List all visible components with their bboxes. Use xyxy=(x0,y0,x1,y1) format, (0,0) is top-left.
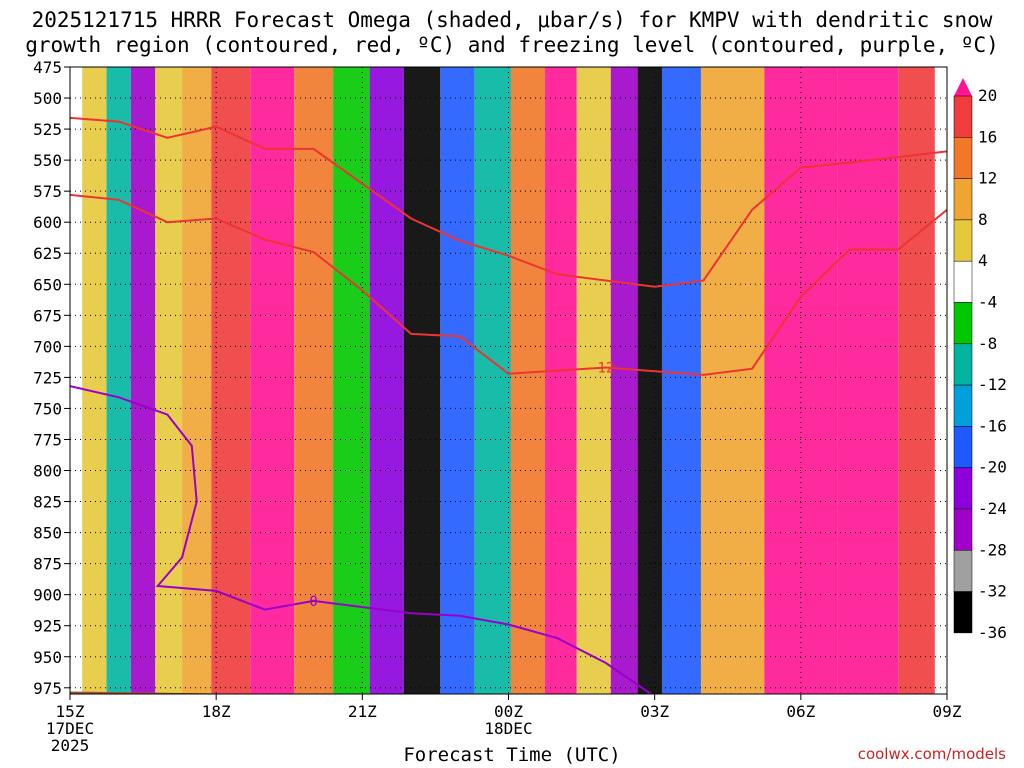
x-tick-label: 06Z xyxy=(786,702,815,721)
omega-column xyxy=(637,67,662,694)
colorbar-label: -8 xyxy=(978,334,997,353)
colorbar-segment xyxy=(953,550,973,592)
colorbar-segment xyxy=(953,260,973,303)
x-tick-label: 15Z xyxy=(56,702,85,721)
y-tick-label: 475 xyxy=(33,58,62,77)
colorbar-label: -4 xyxy=(978,293,997,312)
contour-line xyxy=(70,193,947,376)
colorbar-segment xyxy=(953,426,973,468)
y-tick-label: 600 xyxy=(33,213,62,232)
x-tick-label: 2025 xyxy=(51,736,90,755)
y-tick-label: 525 xyxy=(33,120,62,139)
y-tick-label: 925 xyxy=(33,617,62,636)
colorbar-bottom-arrow xyxy=(954,591,972,632)
colorbar-segment xyxy=(953,95,973,138)
omega-column xyxy=(700,67,765,694)
y-tick-label: 900 xyxy=(33,586,62,605)
colorbar-label: -24 xyxy=(978,499,1007,518)
omega-column xyxy=(576,67,611,694)
colorbar-label: -36 xyxy=(978,623,1007,642)
y-tick-label: 875 xyxy=(33,555,62,574)
omega-column xyxy=(294,67,334,694)
y-tick-label: 825 xyxy=(33,493,62,512)
colorbar-label: -32 xyxy=(978,582,1007,601)
contours: 12 0 xyxy=(70,116,947,694)
colorbar-segment xyxy=(953,343,973,386)
y-axis: 475 500 525 550 575 600 625 650 675 700 725 750 775 8… xyxy=(33,58,70,698)
omega-column xyxy=(510,67,546,694)
y-tick-label: 775 xyxy=(33,430,62,449)
y-tick-label: 650 xyxy=(33,275,62,294)
title-line-2: growth region (contoured, red, ºC) and f… xyxy=(25,33,999,57)
y-tick-label: 575 xyxy=(33,182,62,201)
contour-line xyxy=(70,385,653,694)
x-tick-label: 09Z xyxy=(933,702,962,721)
gridlines xyxy=(69,66,948,694)
contour-label: 0 xyxy=(309,594,317,610)
omega-column xyxy=(545,67,577,694)
omega-column xyxy=(130,67,156,694)
omega-column xyxy=(764,67,838,694)
x-tick-label: 00Z xyxy=(494,702,523,721)
contour-label: 12 xyxy=(598,360,615,376)
credit-text: coolwx.com/models xyxy=(857,745,1006,763)
x-tick-label: 03Z xyxy=(640,702,669,721)
omega-column xyxy=(211,67,251,694)
colorbar-label: 20 xyxy=(978,86,997,105)
y-tick-label: 850 xyxy=(33,524,62,543)
chart-title: 2025121715 HRRR Forecast Omega (shaded, … xyxy=(0,8,1024,58)
title-line-1: 2025121715 HRRR Forecast Omega (shaded, … xyxy=(31,8,993,32)
colorbar-segment xyxy=(953,508,973,551)
colorbar-label: -12 xyxy=(978,375,1007,394)
x-tick-label: 18Z xyxy=(202,702,231,721)
colorbar-label: -16 xyxy=(978,416,1007,435)
y-tick-label: 975 xyxy=(33,679,62,698)
colorbar-label: 16 xyxy=(978,127,997,146)
colorbar-top-arrow xyxy=(954,78,972,96)
y-tick-label: 725 xyxy=(33,368,62,387)
colorbar-label: -28 xyxy=(978,540,1007,559)
colorbar-segment xyxy=(953,302,973,345)
omega-column xyxy=(106,67,131,694)
y-tick-label: 700 xyxy=(33,337,62,356)
omega-column xyxy=(369,67,404,694)
colorbar-label: 8 xyxy=(978,210,988,229)
omega-column xyxy=(250,67,295,694)
x-tick-label: 21Z xyxy=(348,702,377,721)
colorbar-label: 12 xyxy=(978,169,997,188)
x-tick-label: 18DEC xyxy=(484,719,532,738)
colorbar-segment xyxy=(953,178,973,221)
y-tick-label: 950 xyxy=(33,648,62,667)
colorbar: 20 16 12 8 4 -4 -8 -12 -16 -20 -24 -28 -32 -36 xyxy=(953,78,1007,642)
omega-column xyxy=(333,67,370,694)
colorbar-label: 4 xyxy=(978,251,988,270)
omega-column xyxy=(82,67,107,694)
omega-column xyxy=(661,67,701,694)
colorbar-label: -20 xyxy=(978,458,1007,477)
omega-column xyxy=(898,67,935,694)
contour-line xyxy=(70,116,947,288)
omega-column xyxy=(155,67,183,694)
y-tick-label: 550 xyxy=(33,151,62,170)
omega-shaded-field xyxy=(70,67,947,694)
colorbar-segment xyxy=(953,467,973,510)
x-axis-label: Forecast Time (UTC) xyxy=(403,744,621,766)
colorbar-segment xyxy=(953,137,973,179)
omega-column xyxy=(403,67,441,694)
colorbar-segment xyxy=(953,219,973,262)
omega-column xyxy=(440,67,475,694)
omega-column xyxy=(610,67,638,694)
x-tick-label: 17DEC xyxy=(46,719,94,738)
y-tick-label: 625 xyxy=(33,244,62,263)
y-tick-label: 675 xyxy=(33,306,62,325)
omega-column xyxy=(474,67,511,694)
colorbar-segment xyxy=(953,384,973,427)
y-tick-label: 500 xyxy=(33,89,62,108)
omega-column xyxy=(182,67,212,694)
y-tick-label: 800 xyxy=(33,462,62,481)
omega-column xyxy=(837,67,899,694)
y-tick-label: 750 xyxy=(33,399,62,418)
